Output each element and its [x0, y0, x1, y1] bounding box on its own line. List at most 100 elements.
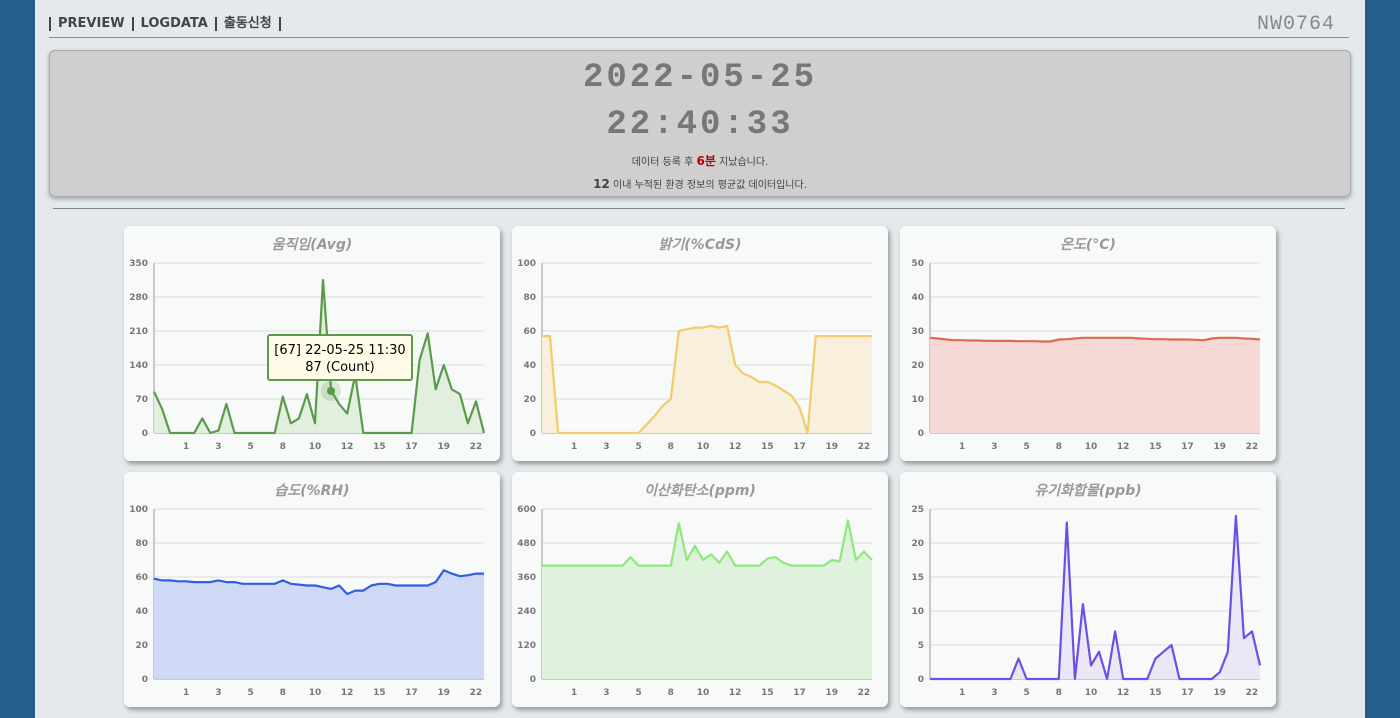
tooltip-box	[267, 334, 413, 381]
x-tick-label: 22	[1246, 442, 1259, 452]
note: 12 이내 누적된 환경 정보의 평균값 데이터입니다.	[50, 176, 1350, 191]
x-tick-label: 17	[793, 688, 806, 698]
x-tick-label: 22	[470, 442, 483, 452]
x-tick-label: 12	[729, 442, 742, 452]
x-tick-label: 3	[991, 688, 997, 698]
line-series	[542, 519, 873, 567]
clock-time: 22:40:33	[606, 106, 794, 144]
y-tick-label: 20	[135, 641, 148, 651]
area-fill	[930, 515, 1260, 679]
y-tick-label: 20	[911, 361, 924, 371]
chart: 유기화합물(ppb) 0 5 10 15 20 25 1 3 5 8 10 12 15 17 19 22	[911, 483, 1262, 698]
x-tick-label: 19	[825, 688, 838, 698]
line-series	[929, 336, 1261, 343]
nav-link[interactable]: LOGDATA	[131, 17, 215, 31]
y-tick-label: 210	[129, 327, 148, 337]
x-tick-label: 3	[603, 688, 609, 698]
x-tick-label: 17	[405, 442, 418, 452]
x-tick-label: 19	[825, 442, 838, 452]
x-tick-label: 12	[1117, 442, 1130, 452]
chart-title: 유기화합물(ppb)	[1034, 483, 1141, 499]
line-series	[930, 514, 1262, 681]
area-fill	[930, 337, 1260, 433]
x-tick-label: 8	[280, 688, 286, 698]
chart: 움직임(Avg) 0 70 140 210 280 350 1 3 5 8 10 12 15 17 19 22 […	[129, 237, 486, 452]
area-fill	[542, 325, 872, 433]
y-tick-label: 480	[517, 539, 536, 549]
x-tick-label: 8	[1056, 688, 1062, 698]
chart-card: 이산화탄소(ppm) 0 120 240 360 480 600 1 3 5 8 10 12 15 17 19…	[512, 472, 888, 707]
x-tick-label: 5	[635, 688, 641, 698]
chart-title: 이산화탄소(ppm)	[644, 483, 756, 499]
y-tick-label: 80	[523, 293, 536, 303]
x-tick-label: 15	[761, 442, 774, 452]
y-tick-label: 60	[135, 573, 148, 583]
y-tick-label: 100	[517, 259, 536, 269]
y-tick-label: 600	[517, 505, 536, 515]
x-tick-label: 1	[571, 442, 577, 452]
area-fill	[154, 570, 484, 679]
x-tick-label: 19	[1213, 442, 1226, 452]
y-tick-label: 50	[911, 259, 924, 269]
y-tick-label: 30	[911, 327, 924, 337]
x-tick-label: 19	[437, 442, 450, 452]
y-tick-label: 15	[911, 573, 924, 583]
main-panel: PREVIEW LOGDATA 출동신청 NW0764 2022-05-25 2…	[35, 0, 1365, 718]
chart: 온도(°C) 0 10 20 30 40 50 1 3 5 8 10 12 15 17 19 22	[911, 237, 1261, 452]
x-tick-label: 10	[1085, 442, 1098, 452]
y-tick-label: 140	[129, 361, 148, 371]
x-tick-label: 12	[341, 442, 354, 452]
tooltip-title: [67] 22-05-25 11:30	[274, 343, 405, 358]
clock-panel: 2022-05-25 22:40:33 데이터 등록 후 6분 지났습니다. 1…	[49, 50, 1351, 197]
x-tick-label: 19	[1213, 688, 1226, 698]
x-tick-label: 15	[373, 688, 386, 698]
x-tick-label: 5	[635, 442, 641, 452]
x-tick-label: 3	[991, 442, 997, 452]
hover-point	[327, 387, 335, 395]
x-tick-label: 8	[280, 442, 286, 452]
divider	[49, 37, 1349, 38]
nav-bar: PREVIEW LOGDATA 출동신청	[49, 17, 281, 31]
x-tick-label: 10	[697, 442, 710, 452]
chart-card: 움직임(Avg) 0 70 140 210 280 350 1 3 5 8 10 12 15 17 19 22 […	[124, 226, 500, 461]
x-tick-label: 12	[729, 688, 742, 698]
chart-title: 움직임(Avg)	[272, 237, 353, 253]
x-tick-label: 8	[668, 442, 674, 452]
x-tick-label: 1	[959, 688, 965, 698]
x-tick-label: 17	[405, 688, 418, 698]
x-tick-label: 1	[959, 442, 965, 452]
x-tick-label: 3	[215, 688, 221, 698]
x-tick-label: 1	[183, 442, 189, 452]
y-tick-label: 70	[135, 395, 148, 405]
chart-card: 유기화합물(ppb) 0 5 10 15 20 25 1 3 5 8 10 12 15 17 19 22	[900, 472, 1276, 707]
x-tick-label: 17	[1181, 688, 1194, 698]
nav-link[interactable]: 출동신청	[214, 17, 281, 31]
chart-title: 습도(%RH)	[274, 483, 349, 499]
y-tick-label: 0	[142, 429, 148, 439]
x-tick-label: 5	[1023, 688, 1029, 698]
x-tick-label: 22	[1246, 688, 1259, 698]
note-text: 데이터 등록 후	[631, 157, 694, 168]
y-tick-label: 5	[918, 641, 924, 651]
logo: NW0764	[1256, 13, 1335, 36]
chart: 습도(%RH) 0 20 40 60 80 100 1 3 5 8 10 12 15 17 19 22	[129, 483, 484, 698]
x-tick-label: 8	[668, 688, 674, 698]
x-tick-label: 19	[437, 688, 450, 698]
x-tick-label: 12	[1117, 688, 1130, 698]
nav-link[interactable]: PREVIEW	[49, 17, 132, 31]
clock-date: 2022-05-25	[582, 59, 818, 97]
chart-title: 밝기(%CdS)	[659, 237, 742, 253]
note: 데이터 등록 후 6분 지났습니다.	[50, 152, 1350, 169]
chart: 이산화탄소(ppm) 0 120 240 360 480 600 1 3 5 8 10 12 15 17 19…	[517, 483, 873, 698]
x-tick-label: 17	[793, 442, 806, 452]
chart-card: 밝기(%CdS) 0 20 40 60 80 100 1 3 5 8 10 12 15 17 19 22	[512, 226, 888, 461]
line-series	[542, 324, 872, 435]
x-tick-label: 3	[603, 442, 609, 452]
y-tick-label: 360	[517, 573, 536, 583]
y-tick-label: 10	[911, 395, 924, 405]
y-tick-label: 0	[142, 675, 148, 685]
chart: 밝기(%CdS) 0 20 40 60 80 100 1 3 5 8 10 12 15 17 19 22	[517, 237, 872, 452]
y-tick-label: 0	[530, 675, 536, 685]
y-tick-label: 10	[911, 607, 924, 617]
